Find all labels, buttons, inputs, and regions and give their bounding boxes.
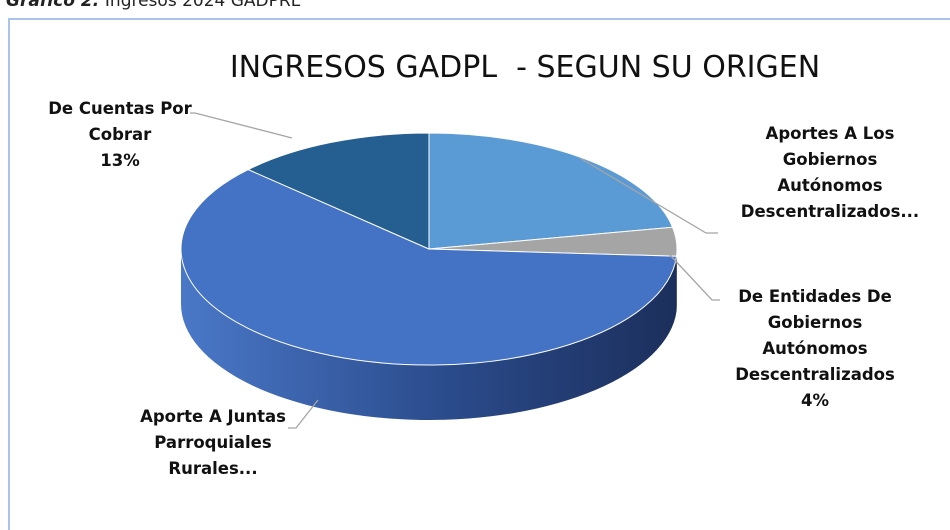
- chart-border: [8, 18, 950, 530]
- leader-line: [669, 254, 720, 301]
- leader-line: [288, 399, 319, 429]
- label-name: De Entidades De Gobiernos Autónomos Desc…: [735, 287, 895, 384]
- pie-slice: [180, 169, 678, 366]
- pie: [180, 132, 678, 420]
- data-label: Aportes A Los Gobiernos Autónomos Descen…: [735, 121, 925, 225]
- caption-label: Gráfico 2:: [6, 0, 100, 11]
- label-name: Aporte A Juntas Parroquiales Rurales...: [140, 407, 286, 478]
- data-label: De Entidades De Gobiernos Autónomos Desc…: [720, 284, 910, 414]
- label-name: Aportes A Los Gobiernos Autónomos Descen…: [740, 124, 920, 221]
- data-label: De Cuentas Por Cobrar 13%: [30, 96, 210, 174]
- caption: Gráfico 2: Ingresos 2024 GADPRL: [6, 0, 300, 11]
- pie-side: [181, 249, 677, 420]
- pie-slice: [247, 132, 430, 250]
- chart-title: INGRESOS GADPL - SEGUN SU ORIGEN: [229, 50, 821, 85]
- pie-slice: [428, 132, 674, 250]
- data-label: Aporte A Juntas Parroquiales Rurales...: [118, 404, 308, 482]
- leader-line: [190, 112, 293, 139]
- leader-line: [579, 157, 718, 234]
- label-name: De Cuentas Por Cobrar: [48, 99, 192, 144]
- caption-text: Ingresos 2024 GADPRL: [104, 0, 301, 11]
- label-value: 4%: [800, 391, 829, 410]
- label-value: 13%: [100, 151, 140, 170]
- leader-lines: [190, 112, 720, 429]
